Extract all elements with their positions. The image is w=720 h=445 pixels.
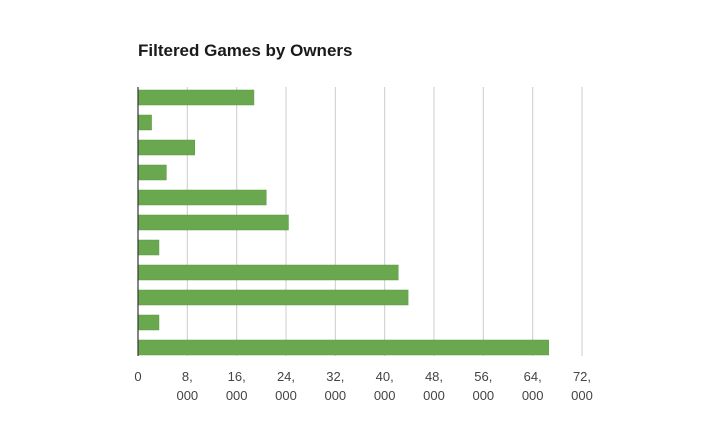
bar-10 bbox=[137, 339, 549, 356]
bar-4 bbox=[137, 189, 267, 206]
x-tick-labels: 0 8, 000 16, 000 24, 000 32, 000 40, 000 48, 000 56, 0… bbox=[134, 369, 592, 403]
bars bbox=[137, 89, 549, 356]
x-tick-label-0: 0 bbox=[134, 369, 141, 384]
bar-7 bbox=[137, 264, 399, 281]
x-tick-label-6: 48, 000 bbox=[423, 369, 445, 403]
x-tick-label-1: 8, 000 bbox=[176, 369, 198, 403]
bar-1 bbox=[137, 114, 152, 131]
x-tick-label-8: 64, 000 bbox=[522, 369, 544, 403]
x-tick-label-3: 24, 000 bbox=[275, 369, 297, 403]
x-tick-label-5: 40, 000 bbox=[374, 369, 396, 403]
x-tick-label-2: 16, 000 bbox=[226, 369, 248, 403]
x-tick-label-7: 56, 000 bbox=[472, 369, 494, 403]
chart-title: Filtered Games by Owners bbox=[138, 41, 353, 60]
bar-0 bbox=[137, 89, 255, 106]
bar-5 bbox=[137, 214, 289, 231]
bar-3 bbox=[137, 164, 167, 181]
bar-9 bbox=[137, 314, 160, 331]
x-tick-label-4: 32, 000 bbox=[324, 369, 346, 403]
x-tick-label-9: 72, 000 bbox=[571, 369, 593, 403]
bar-2 bbox=[137, 139, 195, 156]
bar-6 bbox=[137, 239, 160, 256]
bar-8 bbox=[137, 289, 409, 306]
